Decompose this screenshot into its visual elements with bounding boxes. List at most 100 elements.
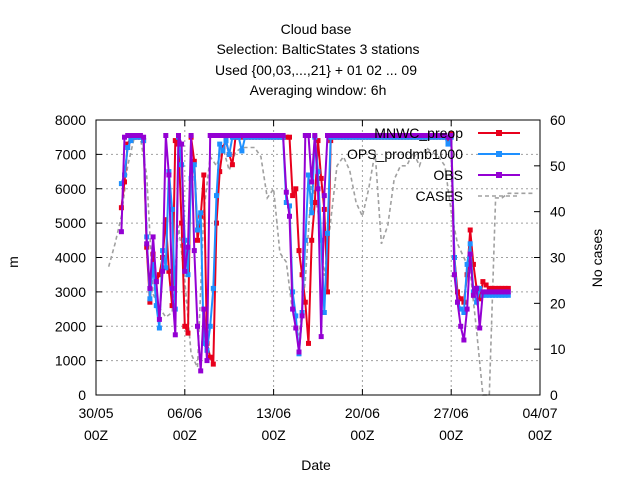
legend: MNWC_preop OPS_prodmb1000 OBS CASES [347, 125, 520, 204]
data-point-obs [137, 133, 143, 138]
data-point-obs [198, 368, 204, 374]
data-point-mnwc-preop [306, 340, 311, 346]
data-point-mnwc-preop [309, 237, 315, 243]
data-point-mnwc-preop [489, 285, 495, 291]
data-point-obs [207, 133, 213, 138]
data-point-obs [118, 229, 124, 235]
x-tick-label-time: 00Z [439, 427, 464, 443]
data-point-obs [474, 285, 480, 291]
data-point-ops-prodmb1000 [239, 148, 245, 154]
data-point-mnwc-preop [499, 285, 505, 291]
data-point-ops-prodmb1000 [287, 203, 292, 209]
data-point-obs [188, 133, 194, 138]
data-point-obs [467, 251, 473, 257]
data-point-ops-prodmb1000 [188, 175, 194, 181]
data-point-obs [404, 133, 410, 138]
data-point-mnwc-preop [318, 175, 324, 181]
y-tick-label: 0 [78, 387, 86, 403]
data-point-obs [302, 133, 308, 138]
legend-marker-ops-prodmb1000 [496, 151, 502, 157]
data-point-obs [388, 133, 394, 138]
y-tick-label: 8000 [55, 112, 86, 128]
legend-marker-mnwc-preop [496, 130, 502, 136]
data-point-mnwc-preop [445, 138, 451, 144]
data-point-obs [287, 213, 292, 219]
data-point-ops-prodmb1000 [486, 292, 492, 298]
data-point-obs [483, 289, 489, 295]
data-point-ops-prodmb1000 [467, 241, 473, 247]
data-point-ops-prodmb1000 [198, 210, 204, 216]
data-point-obs [172, 332, 178, 338]
data-point-obs [185, 244, 191, 250]
data-point-obs [128, 133, 134, 138]
data-point-obs [229, 133, 235, 138]
data-point-obs [315, 186, 321, 192]
data-point-obs [407, 133, 413, 138]
data-point-ops-prodmb1000 [318, 237, 324, 243]
data-point-mnwc-preop [169, 303, 175, 309]
data-point-obs [134, 133, 140, 138]
data-point-obs [290, 306, 296, 312]
data-point-obs [160, 268, 166, 274]
data-point-mnwc-preop [483, 282, 489, 288]
data-point-obs [255, 133, 261, 138]
data-point-obs [176, 133, 181, 138]
data-point-mnwc-preop [502, 285, 508, 291]
data-point-obs [502, 289, 508, 295]
data-point-mnwc-preop [287, 134, 292, 140]
data-point-obs [426, 133, 432, 138]
y2-tick-label: 40 [550, 204, 566, 220]
data-point-obs [163, 133, 169, 138]
data-point-ops-prodmb1000 [191, 162, 197, 168]
data-point-obs [150, 234, 156, 240]
data-point-obs [312, 133, 318, 138]
x-tick-label-date: 13/06 [256, 405, 291, 421]
x-tick-label-date: 06/06 [167, 405, 202, 421]
data-point-obs [233, 133, 238, 138]
data-point-ops-prodmb1000 [302, 237, 308, 243]
data-point-obs [169, 285, 175, 291]
data-point-obs [236, 133, 242, 138]
data-point-obs [340, 133, 346, 138]
data-point-obs [350, 133, 356, 138]
legend-label-obs: OBS [433, 167, 463, 183]
data-point-obs [401, 133, 407, 138]
data-point-ops-prodmb1000 [163, 265, 169, 271]
data-point-ops-prodmb1000 [214, 193, 219, 199]
data-point-obs [166, 172, 172, 178]
data-point-ops-prodmb1000 [169, 206, 175, 212]
data-point-obs [195, 323, 200, 329]
data-point-mnwc-preop [480, 279, 486, 285]
data-point-obs [271, 133, 277, 138]
y-tick-label: 4000 [55, 250, 86, 266]
data-point-obs [245, 133, 251, 138]
data-point-obs [378, 133, 384, 138]
data-point-obs [220, 133, 226, 138]
legend-label-mnwc-preop: MNWC_preop [374, 125, 463, 141]
data-point-ops-prodmb1000 [502, 292, 508, 298]
data-point-obs [505, 289, 511, 295]
y2-tick-label: 0 [550, 387, 558, 403]
data-point-ops-prodmb1000 [195, 227, 200, 233]
data-point-ops-prodmb1000 [207, 323, 213, 329]
x-tick-label-date: 04/07 [522, 405, 557, 421]
data-point-mnwc-preop [496, 285, 502, 291]
data-point-ops-prodmb1000 [496, 292, 502, 298]
data-point-mnwc-preop [486, 285, 492, 291]
data-point-obs [325, 133, 330, 138]
data-point-mnwc-preop [166, 268, 172, 274]
data-point-obs [451, 272, 457, 278]
data-point-obs [214, 133, 219, 138]
data-point-obs [210, 133, 216, 138]
series-layer [107, 131, 534, 396]
data-point-obs [122, 134, 127, 140]
x-tick-label-time: 00Z [173, 427, 198, 443]
data-point-ops-prodmb1000 [499, 292, 505, 298]
data-point-obs [318, 334, 324, 340]
data-point-mnwc-preop [217, 169, 223, 175]
data-point-mnwc-preop [477, 296, 483, 302]
data-point-obs [423, 133, 429, 138]
y-axis-label: m [5, 256, 21, 268]
x-tick-label-date: 27/06 [434, 405, 469, 421]
